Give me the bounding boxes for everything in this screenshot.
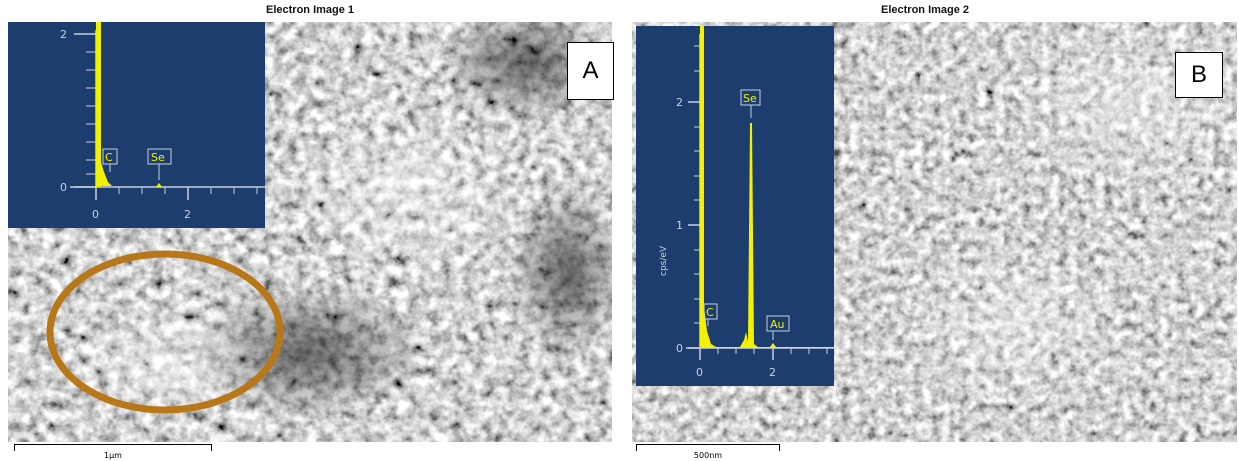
spectrum-plot-b: cps/eV 2 1 0 0 2 xyxy=(659,26,834,379)
eds-spectrum-b: cps/eV 2 1 0 0 2 xyxy=(636,26,834,386)
eds-spectrum-a: 2 0 0 2 C Se xyxy=(8,22,265,228)
panel-a-title: Electron Image 1 xyxy=(266,4,355,16)
y-tick-label-2: 2 xyxy=(60,28,67,41)
y-tick-label-2: 2 xyxy=(676,96,683,109)
scale-bar-label-a: 1µm xyxy=(104,451,122,460)
peak-label-se: Se xyxy=(151,151,165,164)
scale-bar-label-b: 500nm xyxy=(693,451,723,460)
peak-label-c: C xyxy=(105,151,113,164)
x-tick-label-0: 0 xyxy=(696,366,703,379)
carbon-peak-a xyxy=(96,22,101,187)
y-tick-label-1: 1 xyxy=(676,219,683,232)
se-peak-a xyxy=(156,183,162,187)
panel-label-b: B xyxy=(1175,52,1223,98)
peak-label-box-au xyxy=(766,315,790,332)
peak-label-box-c xyxy=(703,303,718,320)
panel-label-a: A xyxy=(567,42,614,100)
scale-bar-a: 1µm xyxy=(14,444,212,460)
x-tick-label-2: 2 xyxy=(184,208,191,221)
carbon-peak-b xyxy=(700,26,704,348)
x-tick-label-0: 0 xyxy=(92,208,99,221)
y-tick-label-0: 0 xyxy=(676,342,683,355)
spectrum-plot-a: 2 0 0 2 C Se xyxy=(60,22,265,221)
peak-label-au: Au xyxy=(770,318,785,331)
panel-b-title: Electron Image 2 xyxy=(881,4,970,16)
y-tick-label-0: 0 xyxy=(60,181,67,194)
peak-label-se: Se xyxy=(743,92,757,105)
se-peak-b xyxy=(704,123,834,348)
peak-label-c: C xyxy=(706,306,714,319)
x-tick-label-2: 2 xyxy=(769,366,776,379)
y-axis-label-b: cps/eV xyxy=(659,245,669,276)
scale-bar-b: 500nm xyxy=(636,444,780,460)
